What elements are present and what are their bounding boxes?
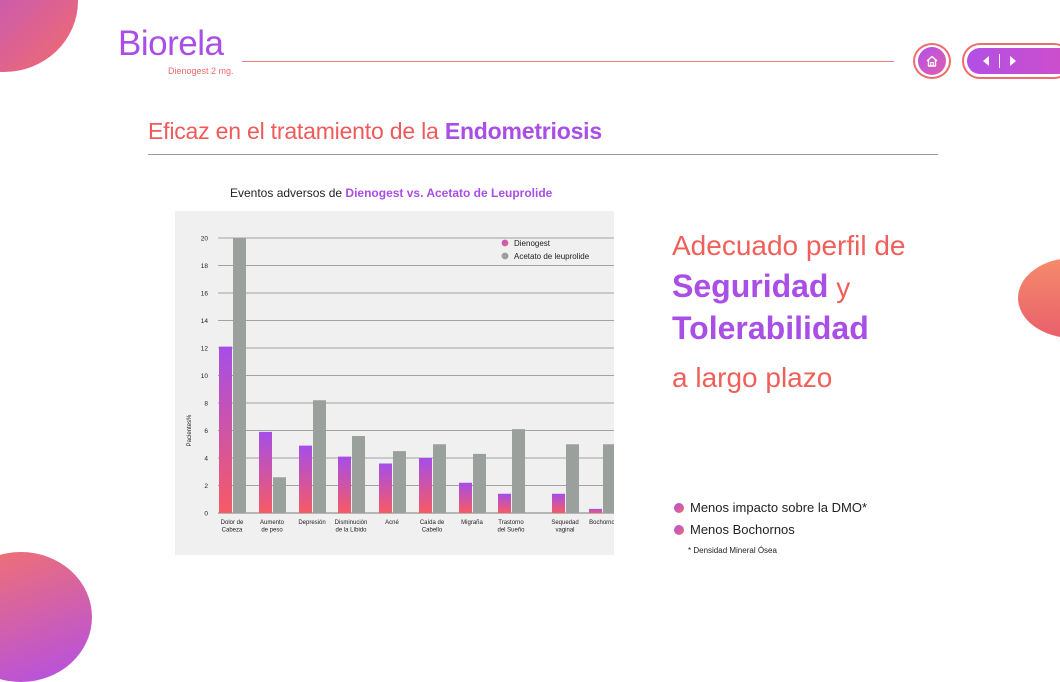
section-title: Eficaz en el tratamiento de la Endometri…: [148, 118, 602, 145]
x-tick-label: del Sueño: [497, 528, 525, 534]
x-tick-label: Disminución: [335, 520, 368, 526]
claim-line-1: Adecuado perfil de: [672, 230, 906, 261]
x-tick-label: Cabeza: [222, 528, 243, 534]
claim-safety: Seguridad: [672, 268, 829, 304]
bullet-dot-icon: [674, 502, 684, 513]
claim-connector: y: [828, 272, 851, 303]
header-divider: [242, 61, 894, 62]
bullet-item: Menos Bochornos: [674, 522, 795, 537]
navigation-controls: [962, 43, 1060, 79]
home-button[interactable]: [913, 43, 951, 79]
decorative-circle-top-left: [0, 0, 78, 72]
bullet-item: Menos impacto sobre la DMO*: [674, 500, 867, 515]
brand-logo: Biorela: [118, 24, 224, 63]
claim-line-2: Seguridad y: [672, 268, 850, 305]
bar-leuprolide: [473, 453, 486, 513]
footnote: * Densidad Mineral Ósea: [688, 546, 777, 555]
chart-panel: 0 2 4 6 8 10 12 14 16 18 20 Pacientes% Dolor de Cabez…: [175, 211, 616, 555]
bar-dienogest: [299, 445, 312, 513]
x-tick-label: Sequedad: [551, 520, 578, 526]
y-axis-label: Pacientes%: [187, 414, 193, 446]
bar-dienogest: [259, 431, 272, 513]
bar-dienogest: [338, 456, 351, 513]
x-tick-label: Caída de: [420, 520, 445, 526]
y-tick-label: 14: [201, 318, 209, 325]
bar-dienogest: [419, 458, 432, 513]
claim-tolerability: Tolerabilidad: [672, 310, 869, 346]
y-tick-label: 6: [204, 428, 208, 435]
bar-leuprolide: [433, 444, 446, 513]
brand-subtitle: Dienogest 2 mg.: [168, 66, 234, 76]
triangle-left-icon: [983, 56, 989, 66]
legend-label: Acetato de leuprolide: [514, 252, 590, 261]
legend-marker: [501, 239, 509, 247]
y-tick-label: 2: [204, 483, 208, 490]
bar-leuprolide: [313, 400, 326, 513]
home-icon: [926, 55, 938, 67]
bar-leuprolide: [233, 238, 246, 513]
y-tick-label: 0: [204, 511, 208, 518]
x-tick-label: de la Líbido: [335, 528, 367, 534]
bar-dienogest: [379, 463, 392, 513]
legend-label: Dienogest: [514, 239, 551, 248]
bar-dienogest: [589, 508, 602, 513]
x-tick-label: Aumento: [260, 520, 285, 526]
section-title-bold: Endometriosis: [444, 118, 602, 144]
x-tick-label: vaginal: [555, 528, 574, 534]
bullet-text: Menos Bochornos: [690, 522, 795, 537]
chart-heading-prefix: Eventos adversos de: [230, 186, 346, 200]
x-tick-label: Acné: [385, 520, 399, 526]
decorative-circle-right: [1018, 258, 1060, 338]
bar-leuprolide: [273, 477, 286, 513]
bar-leuprolide: [393, 451, 406, 513]
bullet-text: Menos impacto sobre la DMO*: [690, 500, 868, 515]
triangle-right-icon: [1010, 56, 1016, 66]
y-tick-label: 16: [201, 291, 209, 298]
x-tick-label: Dolor de: [221, 520, 244, 526]
section-title-prefix: Eficaz en el tratamiento de la: [148, 118, 445, 144]
previous-button[interactable]: [975, 48, 997, 74]
bar-leuprolide: [566, 444, 579, 513]
x-tick-label: Cabello: [422, 528, 443, 534]
claim-line-4: a largo plazo: [672, 362, 833, 393]
section-divider: [148, 154, 938, 155]
chart-heading: Eventos adversos de Dienogest vs. Acetat…: [230, 186, 552, 200]
bar-dienogest: [552, 493, 565, 513]
bullet-dot-icon: [674, 524, 684, 535]
bar-leuprolide: [352, 436, 365, 513]
x-tick-label: Bochorno: [589, 520, 614, 526]
x-tick-label: Trastorno: [498, 520, 524, 526]
bar-dienogest: [219, 346, 232, 513]
bar-chart: 0 2 4 6 8 10 12 14 16 18 20 Pacientes% Dolor de Cabez…: [187, 236, 616, 534]
y-tick-label: 18: [201, 263, 209, 270]
bar-dienogest: [459, 482, 472, 513]
x-tick-label: de peso: [261, 528, 283, 534]
y-tick-label: 20: [201, 236, 209, 243]
nav-separator: [999, 54, 1000, 68]
decorative-circle-bottom-left: [0, 552, 92, 682]
chart-heading-bold: Dienogest vs. Acetato de Leuprolide: [345, 186, 553, 200]
x-tick-label: Depresión: [298, 520, 325, 526]
legend-marker: [501, 252, 509, 260]
y-tick-label: 4: [204, 456, 208, 463]
y-tick-label: 12: [201, 346, 209, 353]
x-tick-label: Migraña: [461, 520, 483, 526]
next-button[interactable]: [1002, 48, 1024, 74]
bar-leuprolide: [512, 429, 525, 513]
bar-dienogest: [498, 493, 511, 513]
bar-leuprolide: [603, 444, 616, 513]
y-tick-label: 10: [201, 373, 209, 380]
y-tick-label: 8: [204, 401, 208, 408]
